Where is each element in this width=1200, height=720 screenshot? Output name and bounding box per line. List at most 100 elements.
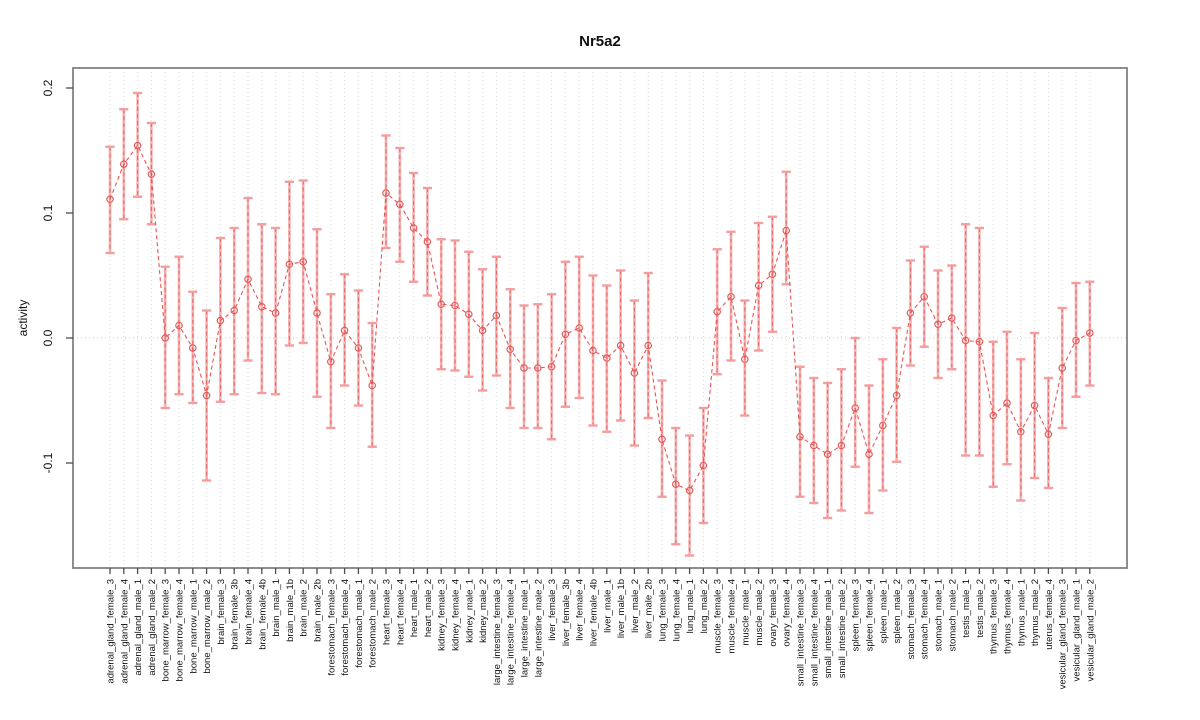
data-point bbox=[989, 411, 998, 420]
data-point bbox=[589, 346, 597, 355]
x-tick-label: lung_male_1 bbox=[685, 579, 696, 633]
data-point bbox=[368, 381, 377, 390]
data-point bbox=[713, 307, 722, 316]
x-tick-label: spleen_male_1 bbox=[878, 579, 889, 643]
data-point bbox=[671, 480, 680, 489]
data-point bbox=[1058, 364, 1067, 372]
data-point bbox=[754, 281, 763, 290]
data-point bbox=[685, 486, 694, 495]
x-tick-label: uterus_female_4 bbox=[1044, 579, 1055, 650]
data-point bbox=[740, 355, 749, 364]
data-point bbox=[809, 441, 818, 450]
x-tick-label: brain_male_1 bbox=[271, 579, 282, 637]
data-point bbox=[478, 326, 487, 335]
data-point bbox=[630, 369, 639, 377]
x-tick-label: liver_female_3 bbox=[547, 579, 558, 641]
x-tick-label: adrenal_gland_male_1 bbox=[133, 579, 144, 676]
x-tick-label: kidney_male_1 bbox=[464, 579, 475, 643]
x-tick-label: thymus_female_4 bbox=[1003, 579, 1014, 654]
data-point bbox=[575, 324, 584, 332]
x-tick-label: heart_male_2 bbox=[423, 579, 434, 637]
data-point bbox=[837, 441, 846, 450]
x-tick-label: bone_marrow_male_1 bbox=[188, 579, 199, 674]
data-point bbox=[409, 224, 418, 232]
data-point bbox=[892, 391, 901, 400]
x-tick-label: adrenal_gland_male_2 bbox=[147, 579, 158, 676]
x-tick-label: brain_female_3 bbox=[216, 579, 227, 645]
x-tick-label: large_intestine_male_1 bbox=[520, 579, 531, 677]
data-point bbox=[147, 170, 156, 179]
x-tick-label: spleen_female_3 bbox=[851, 579, 862, 651]
x-tick-label: muscle_male_2 bbox=[754, 579, 765, 646]
data-point bbox=[602, 354, 611, 362]
data-point bbox=[423, 237, 432, 246]
data-point bbox=[616, 341, 625, 350]
data-point bbox=[161, 334, 170, 342]
x-tick-label: brain_female_3b bbox=[230, 579, 241, 650]
x-tick-label: lung_male_2 bbox=[699, 579, 710, 633]
x-tick-label: liver_male_1b bbox=[616, 579, 627, 638]
x-tick-label: muscle_female_4 bbox=[727, 579, 738, 653]
x-tick-label: kidney_female_4 bbox=[451, 579, 462, 651]
data-point bbox=[533, 364, 542, 372]
x-tick-label: liver_female_4 bbox=[575, 579, 586, 641]
data-point bbox=[644, 341, 653, 350]
chart-title: Nr5a2 bbox=[579, 33, 621, 50]
x-tick-label: brain_male_2 bbox=[299, 579, 310, 637]
x-tick-label: forestomach_male_2 bbox=[368, 579, 379, 668]
x-tick-label: thymus_male_1 bbox=[1016, 579, 1027, 646]
data-point bbox=[920, 292, 929, 301]
data-point bbox=[975, 337, 984, 346]
data-point bbox=[1044, 430, 1053, 439]
data-point bbox=[768, 270, 777, 279]
x-tick-label: liver_male_2b bbox=[644, 579, 655, 638]
data-point bbox=[547, 362, 556, 371]
data-point bbox=[395, 200, 404, 209]
x-tick-label: vesicular_gland_female_3 bbox=[1058, 579, 1069, 689]
x-tick-label: vesicular_gland_male_2 bbox=[1085, 579, 1096, 681]
x-tick-label: bone_marrow_male_2 bbox=[202, 579, 213, 674]
data-point bbox=[961, 336, 970, 345]
data-point bbox=[1086, 329, 1094, 337]
data-point bbox=[285, 260, 294, 269]
data-point bbox=[1016, 427, 1025, 436]
data-point bbox=[796, 432, 804, 441]
x-tick-label: testis_male_1 bbox=[961, 579, 972, 638]
data-point bbox=[271, 309, 280, 317]
data-point bbox=[120, 160, 128, 169]
x-tick-label: spleen_male_2 bbox=[892, 579, 903, 643]
data-point bbox=[326, 357, 335, 366]
data-point bbox=[299, 257, 308, 266]
data-point bbox=[1072, 336, 1080, 345]
x-tick-label: forestomach_female_4 bbox=[340, 579, 351, 676]
data-point bbox=[257, 302, 266, 311]
data-point bbox=[727, 292, 735, 301]
data-point bbox=[244, 275, 252, 284]
x-tick-label: forestomach_male_1 bbox=[354, 579, 365, 668]
y-tick-label: 0.2 bbox=[41, 79, 55, 96]
data-point bbox=[313, 309, 321, 317]
data-point bbox=[878, 421, 887, 430]
y-tick-label: 0.1 bbox=[41, 204, 55, 221]
x-tick-label: thymus_male_2 bbox=[1030, 579, 1041, 646]
x-tick-label: liver_female_4b bbox=[589, 579, 600, 646]
plot-frame bbox=[72, 67, 1128, 569]
data-point bbox=[658, 435, 666, 444]
x-tick-label: kidney_female_3 bbox=[437, 579, 448, 651]
data-point bbox=[947, 314, 956, 322]
y-axis-label: activity bbox=[16, 300, 30, 337]
x-tick-label: bone_marrow_female_3 bbox=[161, 579, 172, 681]
data-point bbox=[230, 306, 239, 315]
data-point bbox=[823, 450, 832, 459]
data-point bbox=[699, 461, 708, 470]
data-point bbox=[520, 364, 528, 372]
x-tick-label: stomach_male_2 bbox=[947, 579, 958, 651]
x-tick-label: small_intestine_male_2 bbox=[837, 579, 848, 678]
series-line bbox=[109, 144, 1091, 492]
data-point bbox=[851, 404, 860, 412]
x-tick-label: small_intestine_female_4 bbox=[809, 579, 820, 686]
data-point bbox=[451, 301, 459, 310]
data-point bbox=[216, 316, 225, 325]
x-tick-label: bone_marrow_female_4 bbox=[175, 579, 186, 681]
